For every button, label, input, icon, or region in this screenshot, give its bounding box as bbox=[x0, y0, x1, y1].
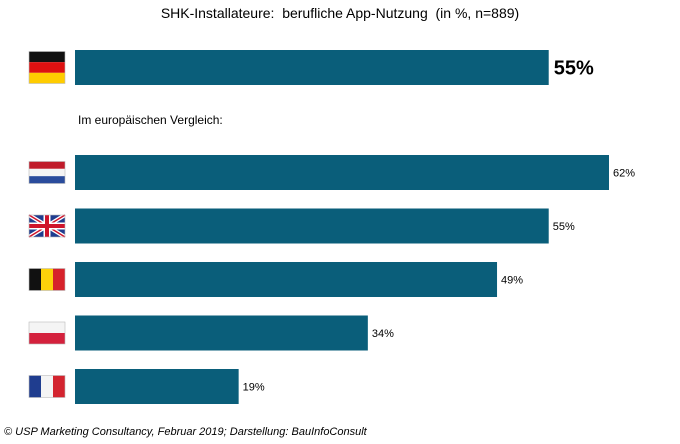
flag-stripe bbox=[29, 161, 65, 169]
flag-stripe bbox=[41, 375, 53, 398]
bar-uk bbox=[75, 208, 549, 244]
data-label: 19% bbox=[243, 382, 265, 394]
flag-poland-icon bbox=[28, 321, 66, 345]
bar-poland bbox=[75, 315, 368, 351]
flag-cross bbox=[29, 224, 65, 228]
flag-stripe bbox=[41, 268, 53, 291]
data-label: 49% bbox=[501, 275, 523, 287]
flag-border bbox=[28, 51, 66, 84]
flag-border bbox=[28, 321, 66, 345]
flag-stripe bbox=[29, 322, 65, 333]
data-label: 62% bbox=[613, 168, 635, 180]
flag-stripe bbox=[29, 72, 65, 84]
flag-stripe bbox=[29, 268, 41, 291]
flag-stripe bbox=[29, 51, 65, 63]
source-note: © USP Marketing Consultancy, Februar 201… bbox=[4, 426, 367, 438]
flag-netherlands-icon bbox=[28, 161, 66, 184]
flag-border bbox=[28, 375, 66, 398]
flag-germany-icon bbox=[28, 51, 66, 84]
flag-uk-icon bbox=[27, 213, 67, 239]
bar-belgium bbox=[75, 262, 498, 297]
flag-border bbox=[28, 214, 66, 238]
flag-stripe bbox=[29, 62, 65, 73]
bar-germany bbox=[75, 50, 549, 85]
flag-france-icon bbox=[28, 375, 66, 398]
bar-france bbox=[75, 369, 239, 404]
flag-stripe bbox=[29, 333, 65, 344]
flag-belgium-icon bbox=[28, 268, 66, 291]
flag-stripe bbox=[29, 375, 41, 398]
chart-subtitle: Im europäischen Vergleich: bbox=[78, 113, 223, 127]
data-label: 55% bbox=[553, 221, 575, 233]
data-label: 55% bbox=[554, 58, 594, 80]
chart-title: SHK-Installateure: berufliche App-Nutzun… bbox=[160, 5, 520, 21]
flag-border bbox=[28, 268, 66, 291]
flag-stripe bbox=[53, 268, 65, 291]
flag-border bbox=[28, 161, 66, 184]
bar-netherlands bbox=[75, 155, 609, 190]
flag-stripe bbox=[53, 375, 65, 398]
flag-stripe bbox=[29, 176, 65, 184]
flag-stripe bbox=[29, 168, 65, 177]
data-label: 34% bbox=[372, 328, 394, 340]
